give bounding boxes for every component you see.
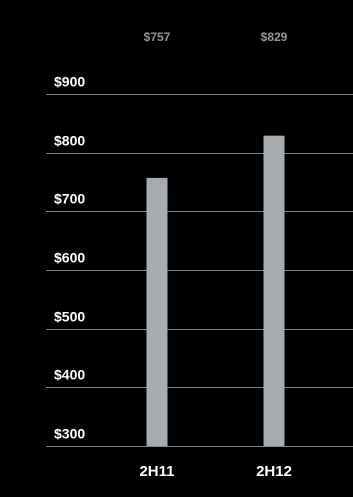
y-tick-label: $800 bbox=[54, 133, 85, 149]
y-tick-label: $400 bbox=[54, 367, 85, 383]
bar bbox=[264, 136, 285, 446]
data-label: $757 bbox=[144, 30, 171, 44]
y-tick-label: $700 bbox=[54, 191, 85, 207]
data-label: $829 bbox=[261, 30, 288, 44]
y-tick-label: $300 bbox=[54, 426, 85, 442]
y-tick-label: $900 bbox=[54, 74, 85, 90]
x-tick-label: 2H11 bbox=[139, 463, 174, 480]
y-tick-label: $600 bbox=[54, 250, 85, 266]
y-tick-label: $500 bbox=[54, 309, 85, 325]
bar bbox=[147, 178, 168, 446]
x-tick-label: 2H12 bbox=[256, 463, 292, 480]
